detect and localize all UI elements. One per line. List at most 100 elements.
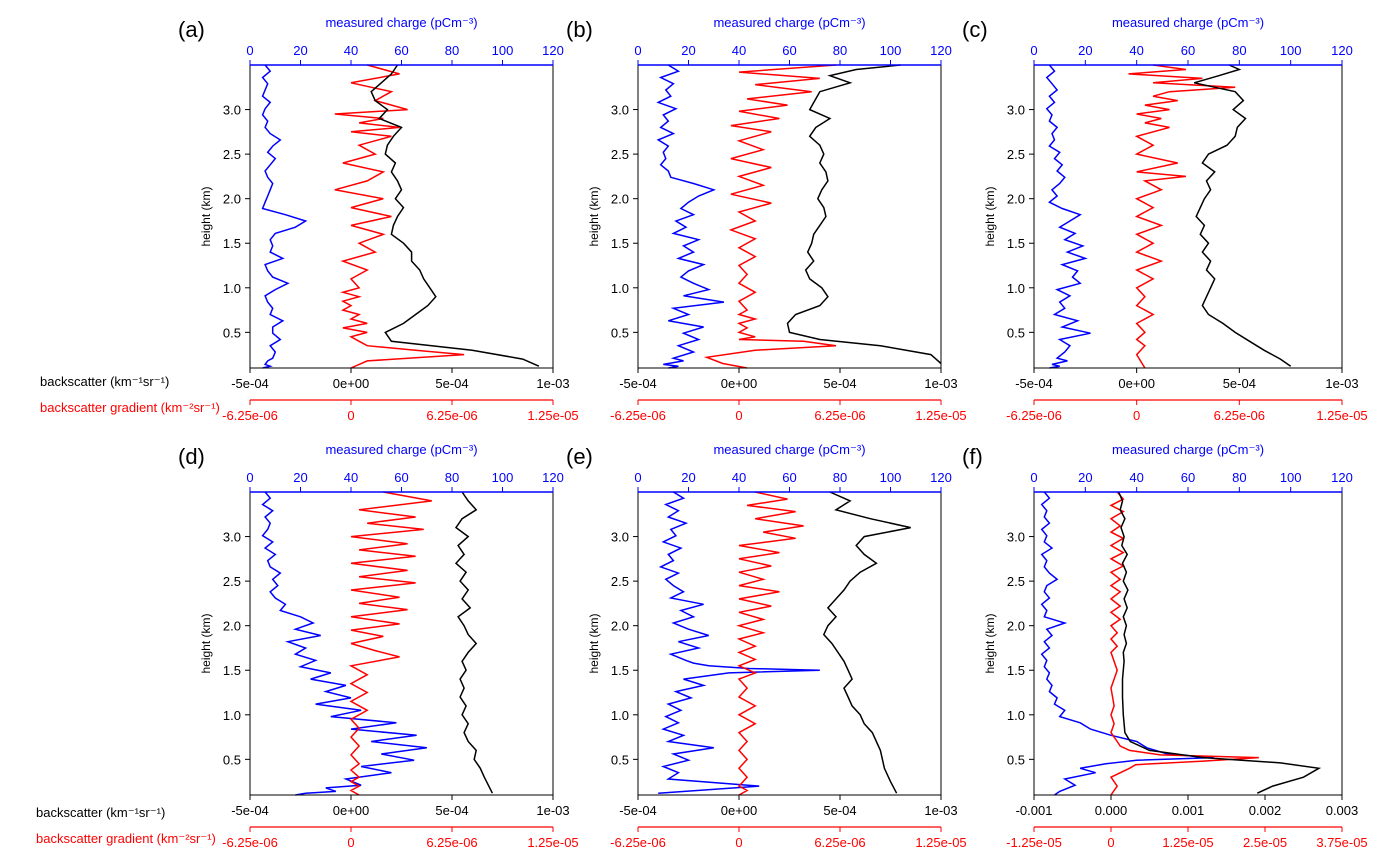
y-tick-label: 2.0 <box>223 192 241 207</box>
gradient-tick-label: 0 <box>347 835 354 850</box>
y-tick-label: 3.0 <box>611 530 629 545</box>
y-tick-label: 3.0 <box>223 103 241 118</box>
y-tick-label: 2.5 <box>223 147 241 162</box>
y-tick-label: 1.0 <box>1007 708 1025 723</box>
top-axis-label: measured charge (pCm⁻³) <box>325 15 477 30</box>
top-tick-label: 40 <box>732 470 746 485</box>
panel-label: (f) <box>962 444 983 469</box>
top-tick-label: 40 <box>1129 43 1143 58</box>
top-tick-label: 80 <box>1232 43 1246 58</box>
top-tick-label: 100 <box>880 470 902 485</box>
top-tick-label: 80 <box>833 43 847 58</box>
y-axis-label: height (km) <box>199 613 213 673</box>
y-axis-label: height (km) <box>587 613 601 673</box>
backscatter-series-line <box>822 491 911 794</box>
y-tick-label: 1.5 <box>611 236 629 251</box>
plot-frame <box>637 64 942 369</box>
y-tick-label: 1.5 <box>611 663 629 678</box>
top-tick-label: 20 <box>1078 470 1092 485</box>
gradient-tick-label: -6.25e-06 <box>610 835 666 850</box>
row2-backscatter-label: backscatter (km⁻¹sr⁻¹) <box>36 805 165 820</box>
bottom-tick-label: 0e+00 <box>1118 376 1155 391</box>
y-tick-label: 1.0 <box>611 281 629 296</box>
gradient-series-line <box>703 64 837 369</box>
y-tick-label: 0.5 <box>611 752 629 767</box>
gradient-tick-label: 1.25e-05 <box>527 835 578 850</box>
y-tick-label: 2.5 <box>611 147 629 162</box>
top-tick-label: 100 <box>880 43 902 58</box>
top-tick-label: 60 <box>782 43 796 58</box>
top-tick-label: 40 <box>732 43 746 58</box>
y-tick-label: 1.0 <box>611 708 629 723</box>
top-tick-label: 20 <box>681 470 695 485</box>
y-tick-label: 2.0 <box>611 192 629 207</box>
row2-gradient-label: backscatter gradient (km⁻²sr⁻¹) <box>36 831 216 846</box>
y-tick-label: 0.5 <box>223 325 241 340</box>
top-tick-label: 40 <box>344 43 358 58</box>
top-tick-label: 60 <box>1181 43 1195 58</box>
gradient-tick-label: 6.25e-06 <box>426 835 477 850</box>
bottom-tick-label: 1e-03 <box>536 376 569 391</box>
y-tick-label: 2.0 <box>1007 192 1025 207</box>
top-tick-label: 80 <box>445 43 459 58</box>
top-tick-label: 20 <box>1078 43 1092 58</box>
y-tick-label: 1.0 <box>223 281 241 296</box>
chart-panel: (a) 0.5 1.0 1.5 2.0 2.5 3.0 height (km) 0 20 40 60 8… <box>178 15 579 423</box>
gradient-tick-label: -6.25e-06 <box>610 408 666 423</box>
bottom-tick-label: -5e-04 <box>231 376 269 391</box>
gradient-tick-label: 6.25e-06 <box>814 835 865 850</box>
y-axis-label: height (km) <box>587 186 601 246</box>
top-tick-label: 120 <box>1331 43 1353 58</box>
backscatter-series-line <box>454 491 494 794</box>
y-tick-label: 0.5 <box>223 752 241 767</box>
top-tick-label: 0 <box>1030 470 1037 485</box>
top-tick-label: 40 <box>344 470 358 485</box>
charge-series-line <box>658 491 820 794</box>
y-tick-label: 1.0 <box>223 708 241 723</box>
top-axis-label: measured charge (pCm⁻³) <box>1112 15 1264 30</box>
bottom-tick-label: 0.000 <box>1095 803 1128 818</box>
top-tick-label: 0 <box>1030 43 1037 58</box>
y-tick-label: 1.0 <box>1007 281 1025 296</box>
bottom-tick-label: -5e-04 <box>619 376 657 391</box>
gradient-tick-label: -6.25e-06 <box>1006 408 1062 423</box>
row1-backscatter-label: backscatter (km⁻¹sr⁻¹) <box>40 374 169 389</box>
gradient-series-line <box>348 491 432 796</box>
plot-frame <box>1033 64 1343 369</box>
top-tick-label: 20 <box>293 470 307 485</box>
bottom-tick-label: 1e-03 <box>924 376 957 391</box>
chart-panel: (d) 0.5 1.0 1.5 2.0 2.5 3.0 height (km) 0 20 40 60 8… <box>178 442 579 850</box>
chart-panel: (f) 0.5 1.0 1.5 2.0 2.5 3.0 height (km) 0 20 40 60 8… <box>962 442 1368 850</box>
gradient-tick-label: 1.25e-05 <box>527 408 578 423</box>
top-axis-label: measured charge (pCm⁻³) <box>325 442 477 457</box>
top-tick-label: 60 <box>394 470 408 485</box>
bottom-tick-label: 0e+00 <box>721 803 758 818</box>
bottom-tick-label: 5e-04 <box>823 376 856 391</box>
top-axis-label: measured charge (pCm⁻³) <box>713 442 865 457</box>
top-tick-label: 100 <box>492 470 514 485</box>
backscatter-series-line <box>786 64 942 365</box>
y-tick-label: 3.0 <box>1007 103 1025 118</box>
gradient-series-line <box>334 64 465 369</box>
y-tick-label: 0.5 <box>1007 325 1025 340</box>
y-tick-label: 3.0 <box>1007 530 1025 545</box>
panel-label: (e) <box>566 444 593 469</box>
top-axis-label: measured charge (pCm⁻³) <box>1112 442 1264 457</box>
bottom-tick-label: 0.003 <box>1326 803 1359 818</box>
bottom-tick-label: 0e+00 <box>333 376 370 391</box>
gradient-tick-label: 0 <box>735 408 742 423</box>
bottom-tick-label: 0.001 <box>1172 803 1205 818</box>
y-tick-label: 2.0 <box>223 619 241 634</box>
y-tick-label: 3.0 <box>611 103 629 118</box>
y-tick-label: 2.5 <box>1007 147 1025 162</box>
top-tick-label: 0 <box>634 470 641 485</box>
top-tick-label: 120 <box>930 470 952 485</box>
top-tick-label: 120 <box>930 43 952 58</box>
y-tick-label: 0.5 <box>1007 752 1025 767</box>
bottom-tick-label: 0e+00 <box>333 803 370 818</box>
top-axis-label: measured charge (pCm⁻³) <box>713 15 865 30</box>
bottom-tick-label: 1e-03 <box>924 803 957 818</box>
gradient-series-line <box>1128 64 1236 369</box>
gradient-tick-label: 1.25e-05 <box>915 408 966 423</box>
